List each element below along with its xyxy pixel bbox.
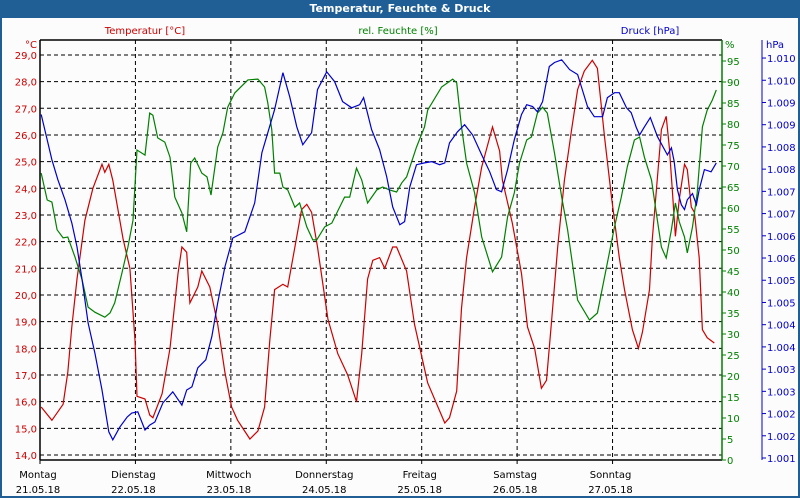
humidity-tick-label: 90 [727,78,740,89]
day-date-label: 25.05.18 [397,485,442,496]
day-name-label: Dienstag [111,470,156,481]
pressure-tick-label: 1.009 [767,98,796,109]
humidity-tick-label: 20 [727,372,740,383]
humidity-tick-label: 70 [727,162,740,173]
pressure-tick-label: 1.003 [767,365,796,376]
humidity-tick-label: 40 [727,288,740,299]
humidity-tick-label: 85 [727,99,740,110]
day-name-label: Montag [19,470,56,481]
humidity-tick-label: 15 [727,393,740,404]
temperature-axis-label: Temperatur [°C] [104,26,185,37]
pressure-tick-label: 1.007 [767,210,796,221]
temperature-tick-label: 15,0 [15,424,37,435]
temperature-tick-label: 23,0 [15,211,37,222]
pressure-unit: hPa [766,40,784,51]
temperature-unit: °C [25,40,37,51]
day-date-label: 26.05.18 [493,485,538,496]
pressure-tick-label: 1.010 [767,76,796,87]
temperature-series-line [40,59,715,440]
humidity-tick-label: 10 [727,414,740,425]
temperature-tick-label: 28,0 [15,78,37,89]
pressure-tick-label: 1.010 [767,54,796,65]
humidity-tick-label: 25 [727,351,740,362]
temperature-tick-label: 27,0 [15,104,37,115]
pressure-tick-label: 1.005 [767,276,796,287]
pressure-tick-label: 1.002 [767,432,796,443]
temperature-tick-label: 24,0 [15,184,37,195]
temperature-tick-label: 25,0 [15,158,37,169]
day-name-label: Mittwoch [206,470,251,481]
window-title: Temperatur, Feuchte & Druck [0,0,800,18]
day-date-label: 24.05.18 [302,485,347,496]
pressure-tick-label: 1.002 [767,410,796,421]
day-name-label: Donnerstag [295,470,353,481]
pressure-tick-label: 1.001 [767,454,796,465]
humidity-tick-label: 65 [727,183,740,194]
temperature-tick-label: 17,0 [15,371,37,382]
temperature-tick-label: 22,0 [15,238,37,249]
day-date-label: 21.05.18 [16,485,61,496]
temperature-tick-label: 16,0 [15,398,37,409]
pressure-tick-label: 1.007 [767,187,796,198]
humidity-tick-label: 95 [727,57,740,68]
temperature-tick-label: 21,0 [15,264,37,275]
temperature-tick-label: 29,0 [15,51,37,62]
pressure-tick-label: 1.003 [767,387,796,398]
temperature-tick-label: 19,0 [15,318,37,329]
humidity-unit: % [725,40,735,51]
temperature-tick-label: 18,0 [15,344,37,355]
pressure-tick-label: 1.008 [767,165,796,176]
humidity-tick-label: 45 [727,267,740,278]
pressure-tick-label: 1.004 [767,321,796,332]
humidity-series-line [40,78,717,322]
temperature-tick-label: 14,0 [15,451,37,462]
pressure-tick-label: 1.008 [767,143,796,154]
humidity-tick-label: 5 [727,435,733,446]
day-date-label: 22.05.18 [111,485,156,496]
humidity-tick-label: 30 [727,330,740,341]
temperature-tick-label: 26,0 [15,131,37,142]
humidity-tick-label: 75 [727,141,740,152]
pressure-tick-label: 1.006 [767,232,796,243]
humidity-tick-label: 80 [727,120,740,131]
pressure-tick-label: 1.005 [767,298,796,309]
pressure-series-line [40,59,717,442]
humidity-tick-label: 60 [727,204,740,215]
day-name-label: Sonntag [590,470,632,481]
humidity-axis-label: rel. Feuchte [%] [358,26,437,37]
day-date-label: 23.05.18 [207,485,252,496]
day-name-label: Samstag [493,470,537,481]
temperature-tick-label: 20,0 [15,291,37,302]
pressure-tick-label: 1.006 [767,254,796,265]
pressure-tick-label: 1.009 [767,121,796,132]
day-date-label: 27.05.18 [588,485,633,496]
day-name-label: Freitag [403,470,437,481]
humidity-tick-label: 55 [727,225,740,236]
pressure-tick-label: 1.004 [767,343,796,354]
humidity-tick-label: 0 [727,456,733,467]
humidity-tick-label: 35 [727,309,740,320]
humidity-tick-label: 50 [727,246,740,257]
pressure-axis-label: Druck [hPa] [621,26,680,37]
